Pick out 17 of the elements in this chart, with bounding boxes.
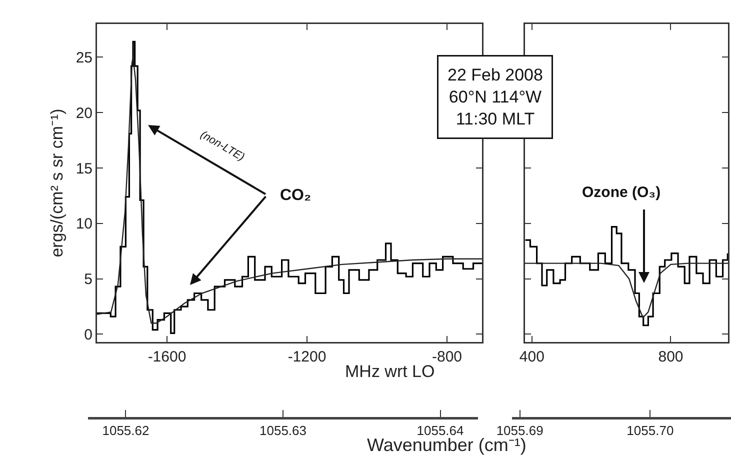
annotation: CO₂: [280, 187, 312, 204]
x-tick-label: -1600: [148, 348, 186, 366]
x-tick-label: 400: [519, 348, 544, 366]
x2-tick-label: 1055.62: [102, 423, 150, 438]
y-tick-label: 0: [84, 326, 92, 344]
y-tick-label: 25: [76, 49, 92, 66]
x-tick-label: 800: [658, 348, 684, 366]
x-tick-label: -1200: [288, 348, 326, 366]
y-axis-title: ergs/(cm² s sr cm⁻¹): [48, 108, 67, 258]
y-tick-label: 10: [76, 216, 92, 233]
y-tick-label: 20: [76, 104, 92, 122]
y-tick-label: 5: [84, 271, 92, 288]
annotation: Ozone (O₃): [582, 184, 661, 201]
x2-tick-label: 1055.70: [626, 423, 674, 438]
x2-tick-label: 1055.63: [260, 423, 306, 438]
annotation: 22 Feb 2008 60°N 114°W 11:30 MLT: [448, 66, 543, 129]
y-tick-label: 15: [76, 160, 92, 178]
